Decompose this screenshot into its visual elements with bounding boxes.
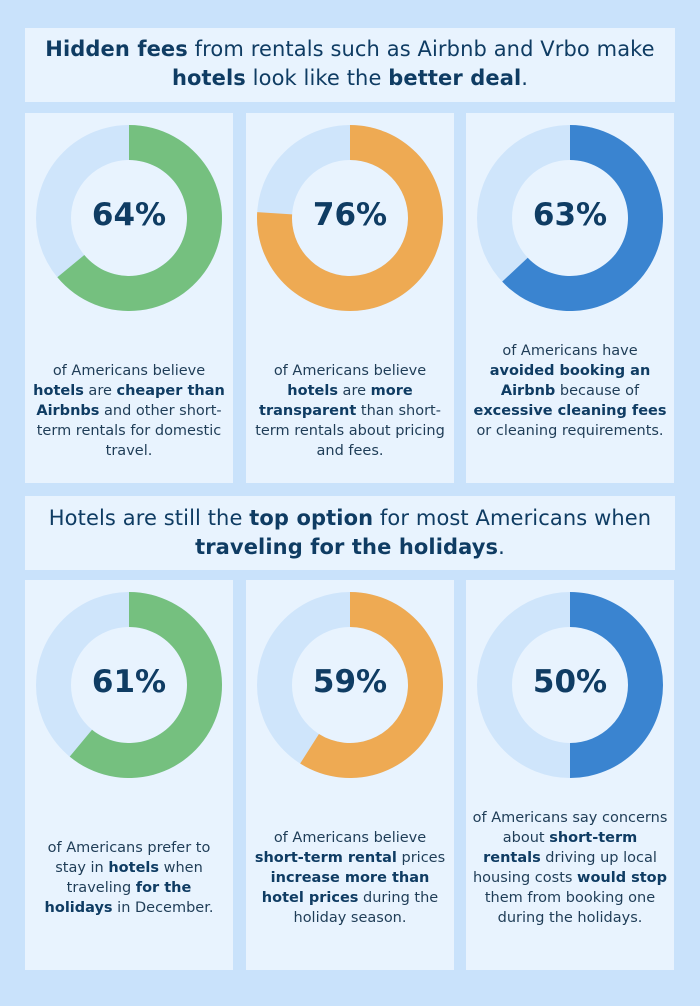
stat-card: 61% of Americans prefer to stay in hotels… — [25, 580, 233, 970]
top-banner-text-bold: better deal — [388, 66, 522, 90]
stat-description-text-bold: cheaper than Airbnbs — [36, 383, 225, 419]
stat-description: of Americans have avoided booking an Air… — [472, 341, 668, 441]
stat-description-text-plain: in December. — [112, 900, 214, 916]
bottom-banner-text-plain: . — [498, 535, 505, 559]
stat-description-text-bold: more transparent — [259, 383, 413, 419]
stat-description-text-bold: for the holidays — [44, 880, 192, 916]
stat-description-text-bold: would stop — [577, 870, 668, 886]
stat-description: of Americans say concerns about short-te… — [472, 808, 668, 928]
percentage-label: 76% — [312, 197, 388, 233]
stat-description-text-plain: driving up local housing costs — [472, 850, 657, 886]
bottom-banner-text-bold: top option — [249, 506, 374, 530]
stat-description-text-bold: short-term rentals — [483, 830, 638, 866]
stat-description: of Americans believe hotels are more tra… — [252, 361, 448, 461]
stat-description-text-bold: hotels — [287, 383, 338, 399]
stat-description-text-bold: increase more than hotel prices — [261, 870, 430, 906]
stat-description-text-plain: of Americans prefer to stay in — [47, 840, 211, 876]
stat-card: 50% of Americans say concerns about short… — [466, 580, 674, 970]
percentage-label: 61% — [91, 664, 167, 700]
percentage-label: 64% — [91, 197, 167, 233]
donut-value-arc — [570, 592, 663, 778]
top-banner-title: Hidden fees from rentals such as Airbnb … — [25, 28, 675, 102]
stat-description-text-plain: and other short-term rentals for domesti… — [36, 403, 222, 459]
top-banner-text-bold: Hidden fees — [45, 37, 188, 61]
donut-value-arc — [300, 592, 443, 778]
donut-value-arc — [57, 125, 222, 311]
stat-card: 76% of Americans believe hotels are more … — [246, 113, 454, 483]
donut-value-arc — [502, 125, 663, 311]
stat-description-text-plain: when traveling — [66, 860, 203, 896]
donut-value-arc — [257, 125, 443, 311]
stat-description-text-bold: hotels — [108, 860, 160, 876]
donut-chart — [36, 592, 223, 778]
stat-description-text-plain: of Americans believe — [273, 830, 427, 846]
stat-card: 64% of Americans believe hotels are cheap… — [25, 113, 233, 483]
stat-description-text-plain: because of — [555, 383, 640, 399]
percentage-label: 50% — [532, 664, 608, 700]
percentage-label: 59% — [312, 664, 388, 700]
donut-chart — [477, 125, 663, 311]
donut-chart — [257, 125, 443, 311]
bottom-banner-text-bold: traveling for the holidays — [195, 535, 499, 559]
stat-description: of Americans believe hotels are cheaper … — [31, 361, 227, 461]
stat-description-text-plain: are — [83, 383, 117, 399]
stat-description-text-plain: of Americans believe — [52, 363, 206, 379]
top-banner-text-plain: . — [521, 66, 529, 90]
stat-description-text-bold: excessive cleaning fees — [473, 403, 667, 419]
top-banner-text-bold: hotels — [171, 66, 246, 90]
donut-value-arc — [69, 592, 223, 778]
stat-description-text-plain: of Americans believe — [273, 363, 427, 379]
stat-card: 63% of Americans have avoided booking an … — [466, 113, 674, 483]
bottom-banner-text-plain: for most Americans when — [373, 506, 652, 530]
bottom-banner-title: Hotels are still the top option for most… — [25, 496, 675, 570]
stat-description-text-bold: short-term rental — [254, 850, 397, 866]
donut-chart — [36, 125, 222, 311]
percentage-label: 63% — [532, 197, 608, 233]
stat-description-text-plain: than short-term rentals about pricing an… — [255, 403, 445, 459]
stat-description-text-plain: or cleaning requirements. — [476, 423, 664, 439]
stat-description-text-plain: of Americans have — [502, 343, 638, 359]
bottom-banner-text-plain: Hotels are still the — [48, 506, 250, 530]
stat-description-text-bold: hotels — [33, 383, 84, 399]
stat-description-text-plain: them from booking one during the holiday… — [484, 890, 656, 926]
stat-description: of Americans prefer to stay in hotels wh… — [31, 838, 227, 918]
top-banner-text-plain: from rentals such as Airbnb and Vrbo mak… — [187, 37, 655, 61]
top-banner-text-plain: look like the — [245, 66, 389, 90]
donut-chart — [477, 592, 663, 778]
stat-card: 59% of Americans believe short-term renta… — [246, 580, 454, 970]
stat-description-text-plain: are — [337, 383, 371, 399]
stat-description: of Americans believe short-term rental p… — [252, 828, 448, 928]
stat-description-text-bold: avoided booking an Airbnb — [489, 363, 651, 399]
donut-chart — [257, 592, 443, 778]
stat-description-text-plain: of Americans say concerns about — [472, 810, 668, 846]
stat-description-text-plain: prices — [396, 850, 446, 866]
stat-description-text-plain: during the holiday season. — [293, 890, 439, 926]
